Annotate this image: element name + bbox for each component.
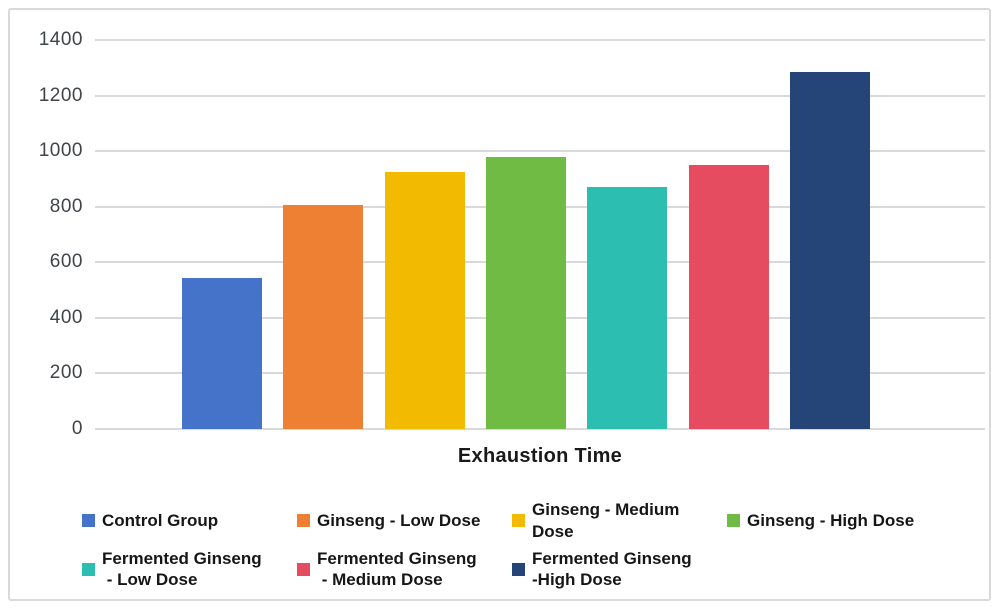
- legend-swatch-ginseng-high-dose: [727, 514, 740, 528]
- legend-swatch-ginseng-low-dose: [297, 514, 310, 528]
- legend-label: Ginseng - High Dose: [747, 510, 915, 530]
- gridline-0: [95, 428, 985, 430]
- y-tick-label-800: 800: [49, 195, 83, 217]
- legend-label: Ginseng - Medium Dose: [532, 500, 680, 541]
- bar-control-group: [182, 277, 262, 429]
- bar-fermented-ginseng-high-dose: [789, 71, 870, 429]
- legend-swatch-control-group: [82, 514, 95, 528]
- legend-label: Fermented Ginseng - Low Dose: [102, 548, 262, 590]
- legend-swatch-fermented-ginseng-medium-dose: [297, 562, 310, 576]
- legend-item-fermented-ginseng-high-dose: Fermented Ginseng -High Dose: [512, 548, 727, 592]
- legend-label: Fermented Ginseng - Medium Dose: [317, 548, 477, 590]
- legend-swatch-fermented-ginseng-low-dose: [82, 562, 95, 576]
- y-tick-label-200: 200: [49, 362, 83, 384]
- legend-swatch-ginseng-medium-dose: [512, 514, 525, 528]
- plot-area: 1400 1200 1000 800 600 400 200 0 Exhaustion Tim…: [39, 29, 985, 467]
- bar-ginseng-high-dose: [485, 156, 566, 429]
- y-tick-label-1000: 1000: [38, 140, 83, 162]
- legend-item-ginseng-medium-dose: Ginseng - Medium Dose: [512, 499, 727, 543]
- legend-item-fermented-ginseng-low-dose: Fermented Ginseng - Low Dose: [82, 548, 297, 592]
- legend-item-ginseng-high-dose: Ginseng - High Dose: [727, 499, 942, 543]
- bar-fermented-ginseng-medium-dose: [688, 165, 769, 429]
- legend-label: Fermented Ginseng -High Dose: [532, 548, 692, 590]
- legend-item-control-group: Control Group: [82, 499, 297, 543]
- bar-ginseng-medium-dose: [384, 171, 465, 429]
- legend: Control Group Ginseng - Low Dose Ginseng -…: [82, 499, 942, 591]
- y-tick-label-0: 0: [71, 418, 83, 439]
- y-tick-label-400: 400: [49, 306, 83, 328]
- y-tick-label-600: 600: [49, 251, 83, 273]
- x-axis-title: Exhaustion Time: [457, 445, 623, 467]
- bar-fermented-ginseng-low-dose: [587, 187, 668, 429]
- legend-swatch-fermented-ginseng-high-dose: [512, 562, 525, 576]
- y-tick-label-1200: 1200: [38, 84, 83, 106]
- legend-label: Control Group: [102, 510, 219, 530]
- gridline-1400: [95, 39, 985, 41]
- bar-ginseng-low-dose: [283, 205, 364, 429]
- legend-item-fermented-ginseng-medium-dose: Fermented Ginseng - Medium Dose: [297, 548, 512, 592]
- gridline-1200: [95, 94, 985, 97]
- legend-label: Ginseng - Low Dose: [317, 510, 481, 530]
- gridline-1000: [95, 150, 985, 153]
- chart-frame: 1400 1200 1000 800 600 400 200 0 Exhaustion Tim…: [8, 8, 991, 601]
- legend-item-ginseng-low-dose: Ginseng - Low Dose: [297, 499, 512, 543]
- y-tick-label-1400: 1400: [38, 29, 83, 50]
